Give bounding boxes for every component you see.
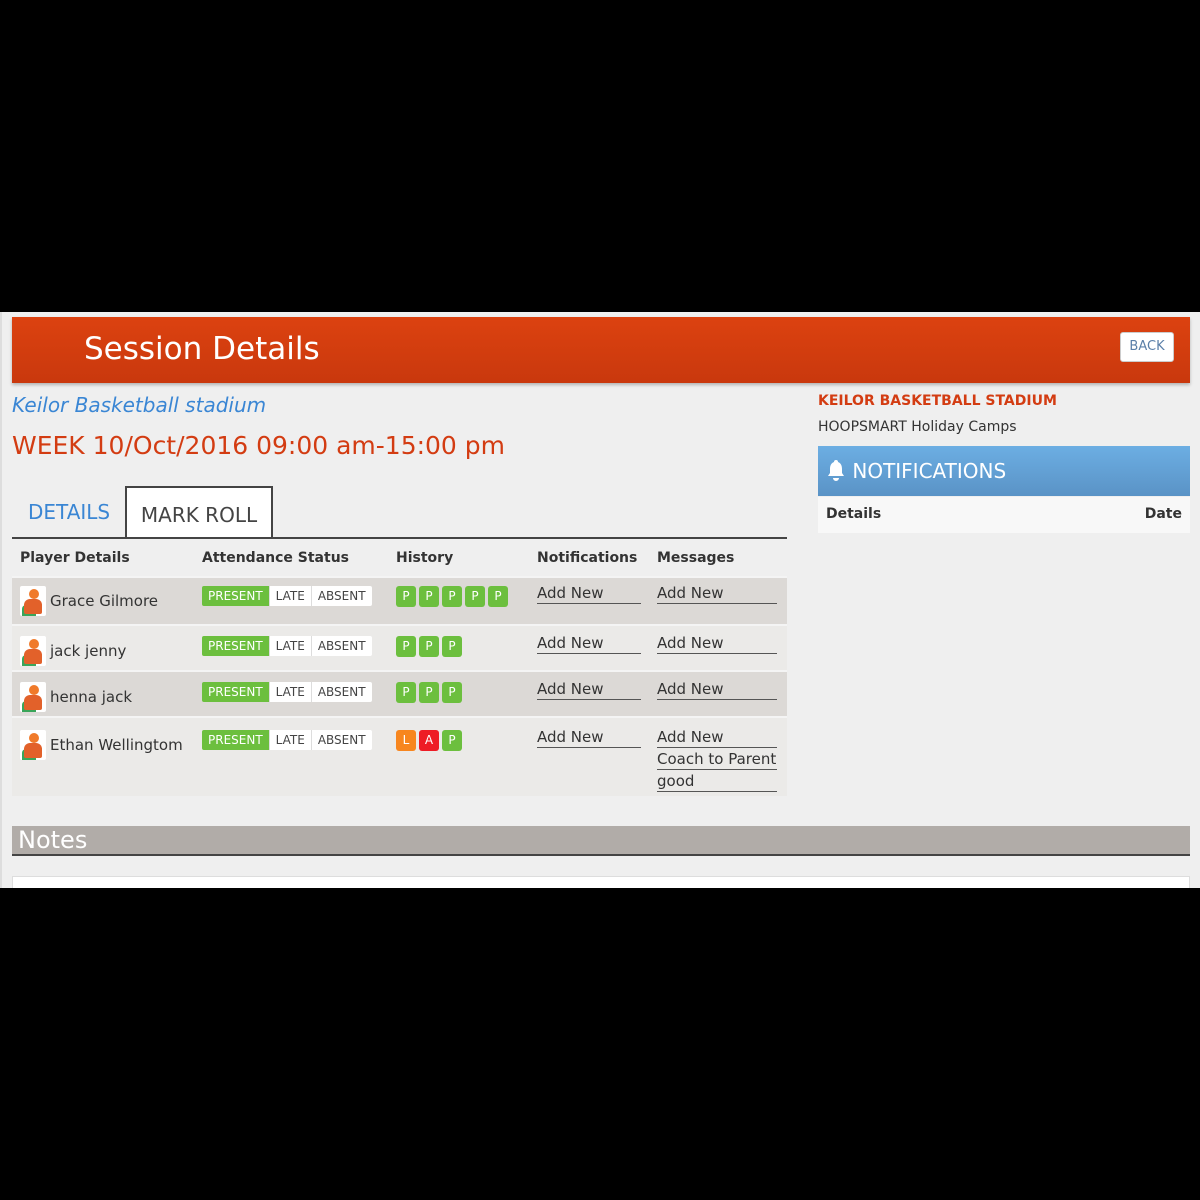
tab-divider bbox=[12, 537, 787, 539]
player-name: jack jenny bbox=[50, 642, 127, 660]
messages-cell: Add New bbox=[657, 680, 777, 702]
message-link[interactable]: Add New bbox=[657, 680, 777, 700]
status-late-button[interactable]: LATE bbox=[268, 636, 311, 656]
bell-icon bbox=[828, 460, 844, 481]
notifications-title: NOTIFICATIONS bbox=[852, 459, 1007, 483]
tab-details[interactable]: DETAILS bbox=[28, 500, 111, 524]
table-header: Player Details Attendance Status History… bbox=[12, 540, 787, 576]
col-messages: Messages bbox=[657, 550, 735, 566]
back-button[interactable]: BACK bbox=[1120, 332, 1174, 362]
history-badge: P bbox=[396, 682, 416, 703]
col-details: Details bbox=[826, 506, 882, 522]
player-name: Ethan Wellingtom bbox=[50, 736, 183, 754]
player-name: Grace Gilmore bbox=[50, 592, 159, 610]
history-badge: P bbox=[442, 636, 462, 657]
history-badge: L bbox=[396, 730, 416, 751]
col-player-details: Player Details bbox=[20, 550, 130, 566]
status-present-button[interactable]: PRESENT bbox=[202, 636, 269, 656]
notification-link[interactable]: Add New bbox=[537, 584, 641, 604]
messages-cell: Add New bbox=[657, 584, 777, 606]
notifications-cell: Add New bbox=[537, 728, 641, 750]
avatar bbox=[20, 636, 46, 666]
notifications-columns: Details Date bbox=[818, 497, 1190, 533]
notification-link[interactable]: Add New bbox=[537, 680, 641, 700]
attendance-toggle: PRESENT LATE ABSENT bbox=[202, 682, 372, 702]
notes-header: Notes bbox=[12, 826, 1190, 856]
history-badge: P bbox=[396, 636, 416, 657]
player-name: henna jack bbox=[50, 688, 133, 706]
status-late-button[interactable]: LATE bbox=[268, 586, 311, 606]
page-title: Session Details bbox=[84, 331, 320, 367]
player-details: Ethan Wellingtom bbox=[20, 730, 183, 760]
stadium-name: KEILOR BASKETBALL STADIUM bbox=[818, 393, 1057, 409]
history-badge: P bbox=[442, 730, 462, 751]
avatar bbox=[20, 730, 46, 760]
history-badge: A bbox=[419, 730, 439, 751]
roll-table: Player Details Attendance Status History… bbox=[12, 540, 787, 796]
attendance-toggle: PRESENT LATE ABSENT bbox=[202, 636, 372, 656]
message-link[interactable]: good bbox=[657, 772, 777, 792]
status-absent-button[interactable]: ABSENT bbox=[310, 586, 372, 606]
notifications-header: NOTIFICATIONS bbox=[818, 446, 1190, 496]
session-datetime: WEEK 10/Oct/2016 09:00 am-15:00 pm bbox=[12, 431, 506, 460]
venue-name: Keilor Basketball stadium bbox=[12, 393, 267, 417]
status-present-button[interactable]: PRESENT bbox=[202, 682, 269, 702]
player-details: Grace Gilmore bbox=[20, 586, 158, 616]
table-row: Ethan Wellingtom PRESENT LATE ABSENT L A P Add … bbox=[12, 716, 787, 796]
session-details-page: Session Details BACK Keilor Basketball s… bbox=[0, 312, 1200, 888]
history-badge: P bbox=[442, 682, 462, 703]
col-history: History bbox=[396, 550, 454, 566]
history-badge: P bbox=[465, 586, 485, 607]
history-badge: P bbox=[396, 586, 416, 607]
avatar bbox=[20, 586, 46, 616]
status-absent-button[interactable]: ABSENT bbox=[310, 636, 372, 656]
status-present-button[interactable]: PRESENT bbox=[202, 586, 269, 606]
status-late-button[interactable]: LATE bbox=[268, 682, 311, 702]
history-badge: P bbox=[488, 586, 508, 607]
avatar bbox=[20, 682, 46, 712]
col-notifications: Notifications bbox=[537, 550, 638, 566]
status-late-button[interactable]: LATE bbox=[268, 730, 311, 750]
notification-link[interactable]: Add New bbox=[537, 728, 641, 748]
table-row: Grace Gilmore PRESENT LATE ABSENT P P P P P Add N… bbox=[12, 576, 787, 624]
attendance-toggle: PRESENT LATE ABSENT bbox=[202, 730, 372, 750]
page-header: Session Details BACK bbox=[12, 317, 1190, 383]
col-date: Date bbox=[1144, 506, 1182, 522]
messages-cell: Add New bbox=[657, 634, 777, 656]
message-link[interactable]: Add New bbox=[657, 584, 777, 604]
notes-textarea[interactable] bbox=[12, 876, 1190, 888]
history-badge: P bbox=[419, 586, 439, 607]
status-present-button[interactable]: PRESENT bbox=[202, 730, 269, 750]
col-attendance-status: Attendance Status bbox=[202, 550, 349, 566]
status-absent-button[interactable]: ABSENT bbox=[310, 730, 372, 750]
history-badge: P bbox=[442, 586, 462, 607]
message-link[interactable]: Coach to Parent bbox=[657, 750, 777, 770]
message-link[interactable]: Add New bbox=[657, 634, 777, 654]
history-badge: P bbox=[419, 636, 439, 657]
history-badge: P bbox=[419, 682, 439, 703]
player-details: henna jack bbox=[20, 682, 132, 712]
notifications-cell: Add New bbox=[537, 634, 641, 656]
messages-cell: Add New Coach to Parent good bbox=[657, 728, 777, 794]
notifications-cell: Add New bbox=[537, 680, 641, 702]
attendance-toggle: PRESENT LATE ABSENT bbox=[202, 586, 372, 606]
camp-name: HOOPSMART Holiday Camps bbox=[818, 419, 1017, 435]
table-row: jack jenny PRESENT LATE ABSENT P P P Add New Add… bbox=[12, 624, 787, 670]
player-details: jack jenny bbox=[20, 636, 126, 666]
notifications-cell: Add New bbox=[537, 584, 641, 606]
tab-mark-roll[interactable]: MARK ROLL bbox=[125, 486, 273, 539]
table-row: henna jack PRESENT LATE ABSENT P P P Add New Add… bbox=[12, 670, 787, 716]
message-link[interactable]: Add New bbox=[657, 728, 777, 748]
notification-link[interactable]: Add New bbox=[537, 634, 641, 654]
status-absent-button[interactable]: ABSENT bbox=[310, 682, 372, 702]
